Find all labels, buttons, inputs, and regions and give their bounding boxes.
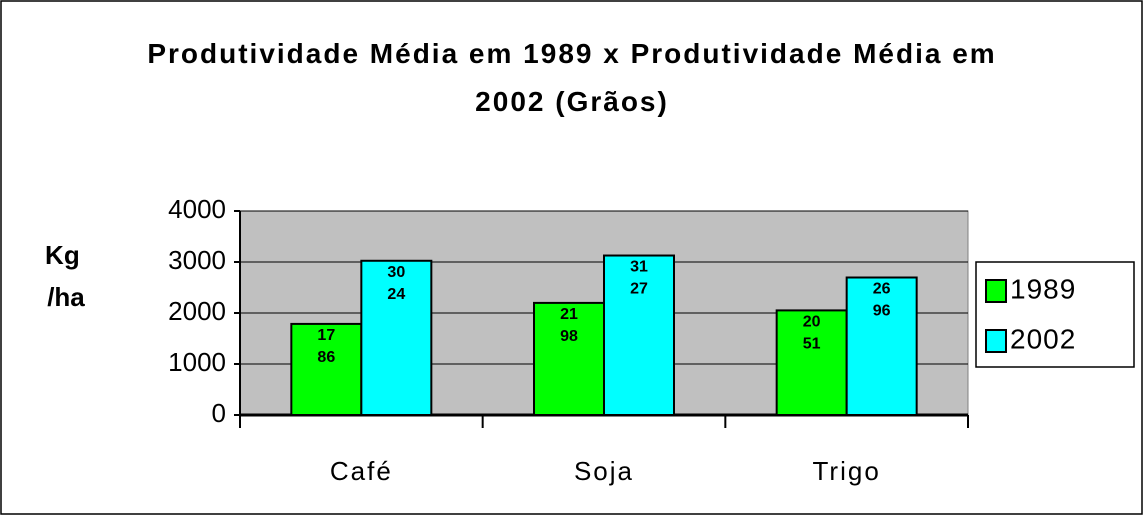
x-tick-label: Café (330, 456, 393, 486)
legend-swatch (985, 329, 1007, 353)
legend-swatch (985, 279, 1007, 303)
data-label: 21 98 (560, 306, 578, 345)
legend-label: 1989 (1010, 273, 1076, 304)
data-label: 31 27 (630, 259, 648, 298)
y-tick-label: 3000 (168, 245, 226, 275)
bar (533, 301, 605, 417)
y-tick-label: 1000 (168, 347, 226, 377)
y-axis-label: Kg /ha (45, 240, 87, 312)
data-label: 30 24 (387, 264, 405, 303)
x-tick-label: Trigo (813, 456, 881, 486)
chart-title: Produtividade Média em 1989 x Produtivid… (147, 38, 997, 117)
data-label: 20 51 (803, 314, 821, 353)
bar (845, 276, 918, 416)
data-label: 26 96 (873, 281, 891, 320)
bar (603, 254, 675, 416)
y-tick-label: 0 (212, 398, 226, 428)
legend-label: 2002 (1010, 323, 1076, 354)
x-tick-label: Soja (574, 456, 634, 486)
bar (360, 259, 433, 416)
data-label: 17 86 (317, 327, 335, 366)
bar (290, 322, 363, 416)
y-tick-label: 2000 (168, 296, 226, 326)
y-tick-label: 4000 (168, 194, 226, 224)
